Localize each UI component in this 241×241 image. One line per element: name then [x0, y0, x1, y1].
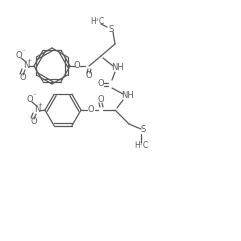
Text: O: O	[98, 80, 104, 88]
Text: O: O	[86, 72, 92, 80]
Text: +: +	[37, 102, 43, 107]
Text: S: S	[108, 26, 114, 34]
Text: ₃: ₃	[140, 141, 142, 146]
Text: O: O	[31, 118, 37, 127]
Text: C: C	[142, 141, 148, 150]
Text: O: O	[98, 95, 104, 105]
Text: NH: NH	[121, 92, 133, 100]
Text: S: S	[140, 126, 146, 134]
Text: O: O	[27, 95, 33, 105]
Text: O: O	[20, 74, 26, 82]
Text: +: +	[26, 59, 32, 63]
Text: ⁻: ⁻	[32, 93, 36, 99]
Text: O: O	[88, 106, 94, 114]
Text: H: H	[134, 141, 140, 150]
Text: N: N	[34, 105, 40, 114]
Text: ₃: ₃	[96, 17, 98, 22]
Text: O: O	[16, 52, 22, 60]
Text: N: N	[23, 60, 29, 69]
Text: H: H	[90, 18, 96, 27]
Text: C: C	[98, 18, 104, 27]
Text: ⁻: ⁻	[21, 49, 25, 55]
Text: NH: NH	[111, 63, 123, 73]
Text: O: O	[74, 61, 80, 71]
